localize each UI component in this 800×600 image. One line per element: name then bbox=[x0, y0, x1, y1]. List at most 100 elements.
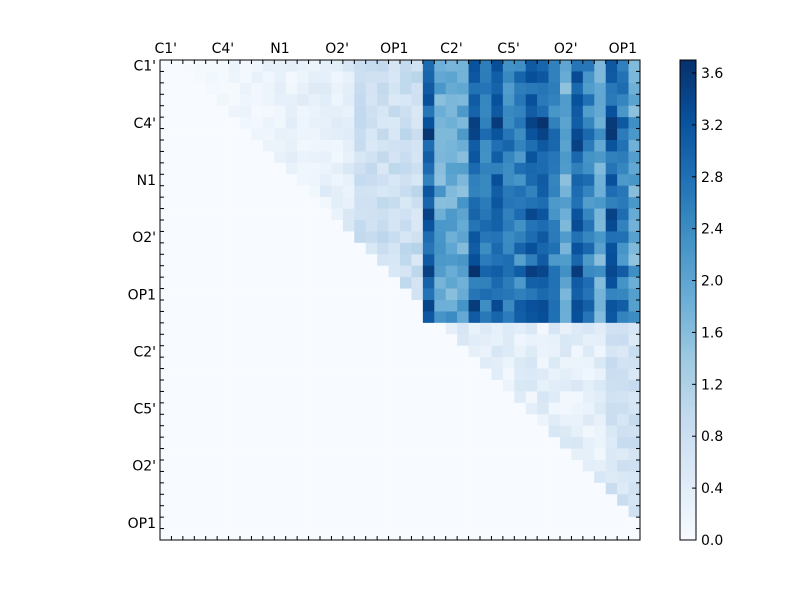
heatmap-cell bbox=[240, 345, 252, 358]
heatmap-cell bbox=[228, 140, 241, 152]
heatmap-cell bbox=[240, 300, 252, 312]
heatmap-cell bbox=[308, 460, 321, 472]
heatmap-cell bbox=[605, 174, 618, 187]
heatmap-cell bbox=[491, 162, 504, 175]
heatmap-cell bbox=[262, 300, 275, 312]
heatmap-cell bbox=[514, 185, 527, 198]
heatmap-cell bbox=[171, 174, 184, 187]
heatmap-cell bbox=[320, 174, 332, 187]
heatmap-cell bbox=[251, 140, 264, 152]
heatmap-cell bbox=[502, 300, 515, 312]
heatmap-cell bbox=[297, 482, 309, 495]
heatmap-cell bbox=[354, 402, 367, 415]
heatmap-cell bbox=[228, 162, 241, 175]
heatmap-cell bbox=[594, 368, 607, 381]
heatmap-cell bbox=[628, 402, 641, 415]
heatmap-cell bbox=[365, 357, 378, 369]
heatmap-cell bbox=[297, 117, 309, 129]
heatmap-cell bbox=[320, 277, 332, 289]
heatmap-cell bbox=[171, 208, 184, 221]
heatmap-cell bbox=[400, 322, 412, 335]
heatmap-cell bbox=[342, 357, 355, 369]
heatmap-cell bbox=[514, 60, 527, 72]
heatmap-cell bbox=[571, 288, 584, 301]
heatmap-cell bbox=[514, 231, 527, 244]
heatmap-cell bbox=[502, 494, 515, 507]
heatmap-cell bbox=[171, 197, 184, 209]
heatmap-cell bbox=[194, 391, 207, 404]
heatmap-cell bbox=[594, 322, 607, 335]
heatmap-cell bbox=[377, 140, 389, 152]
heatmap-cell bbox=[434, 425, 447, 438]
heatmap-cell bbox=[422, 208, 435, 221]
heatmap-cell bbox=[194, 471, 207, 484]
heatmap-cell bbox=[285, 482, 298, 495]
heatmap-cell bbox=[605, 414, 618, 427]
heatmap-cell bbox=[582, 357, 595, 369]
heatmap-cell bbox=[262, 128, 275, 141]
heatmap-cell bbox=[160, 322, 172, 335]
heatmap-cell bbox=[537, 105, 549, 118]
heatmap-cell bbox=[628, 277, 641, 289]
heatmap-cell bbox=[217, 311, 229, 324]
heatmap-cell bbox=[571, 265, 584, 278]
heatmap-cell bbox=[171, 94, 184, 107]
heatmap-cell bbox=[548, 105, 561, 118]
heatmap-cell bbox=[285, 254, 298, 267]
heatmap-cell bbox=[434, 460, 447, 472]
heatmap-cell bbox=[434, 322, 447, 335]
heatmap-cell bbox=[617, 391, 629, 404]
heatmap-cell bbox=[514, 162, 527, 175]
heatmap-cell bbox=[571, 460, 584, 472]
heatmap-cell bbox=[171, 391, 184, 404]
heatmap-cell bbox=[628, 265, 641, 278]
heatmap-cell bbox=[365, 425, 378, 438]
heatmap-cell bbox=[491, 231, 504, 244]
heatmap-cell bbox=[400, 277, 412, 289]
heatmap-cell bbox=[365, 265, 378, 278]
heatmap-cell bbox=[594, 140, 607, 152]
heatmap-cell bbox=[262, 140, 275, 152]
heatmap-cell bbox=[468, 517, 481, 529]
heatmap-cell bbox=[582, 425, 595, 438]
heatmap-cell bbox=[582, 265, 595, 278]
heatmap-cell bbox=[320, 437, 332, 449]
heatmap-cell bbox=[480, 140, 492, 152]
heatmap-cell bbox=[342, 380, 355, 392]
heatmap-cell bbox=[342, 197, 355, 209]
heatmap-cell bbox=[262, 82, 275, 95]
heatmap-cell bbox=[205, 414, 218, 427]
heatmap-cell bbox=[480, 425, 492, 438]
heatmap-cell bbox=[217, 231, 229, 244]
heatmap-cell bbox=[274, 242, 287, 255]
heatmap-cell bbox=[262, 437, 275, 449]
heatmap-cell bbox=[605, 242, 618, 255]
heatmap-cell bbox=[365, 185, 378, 198]
heatmap-cell bbox=[537, 517, 549, 529]
heatmap-cell bbox=[274, 311, 287, 324]
heatmap-cell bbox=[171, 380, 184, 392]
heatmap-cell bbox=[537, 174, 549, 187]
heatmap-cell bbox=[228, 105, 241, 118]
heatmap-cell bbox=[571, 482, 584, 495]
heatmap-cell bbox=[560, 128, 572, 141]
heatmap-cell bbox=[194, 517, 207, 529]
heatmap-cell bbox=[457, 322, 469, 335]
heatmap-cell bbox=[240, 380, 252, 392]
heatmap-cell bbox=[628, 94, 641, 107]
heatmap-cell bbox=[205, 185, 218, 198]
heatmap-cell bbox=[377, 402, 389, 415]
heatmap-cell bbox=[182, 197, 195, 209]
heatmap-cell bbox=[422, 380, 435, 392]
heatmap-cell bbox=[262, 197, 275, 209]
heatmap-cell bbox=[377, 517, 389, 529]
heatmap-cell bbox=[240, 414, 252, 427]
heatmap-cell bbox=[217, 197, 229, 209]
heatmap-cell bbox=[571, 208, 584, 221]
x-tick-label: C4' bbox=[212, 41, 235, 57]
heatmap-cell bbox=[342, 368, 355, 381]
heatmap-cell bbox=[605, 380, 618, 392]
heatmap-cell bbox=[320, 117, 332, 129]
heatmap-cell bbox=[571, 437, 584, 449]
heatmap-cell bbox=[445, 505, 458, 518]
